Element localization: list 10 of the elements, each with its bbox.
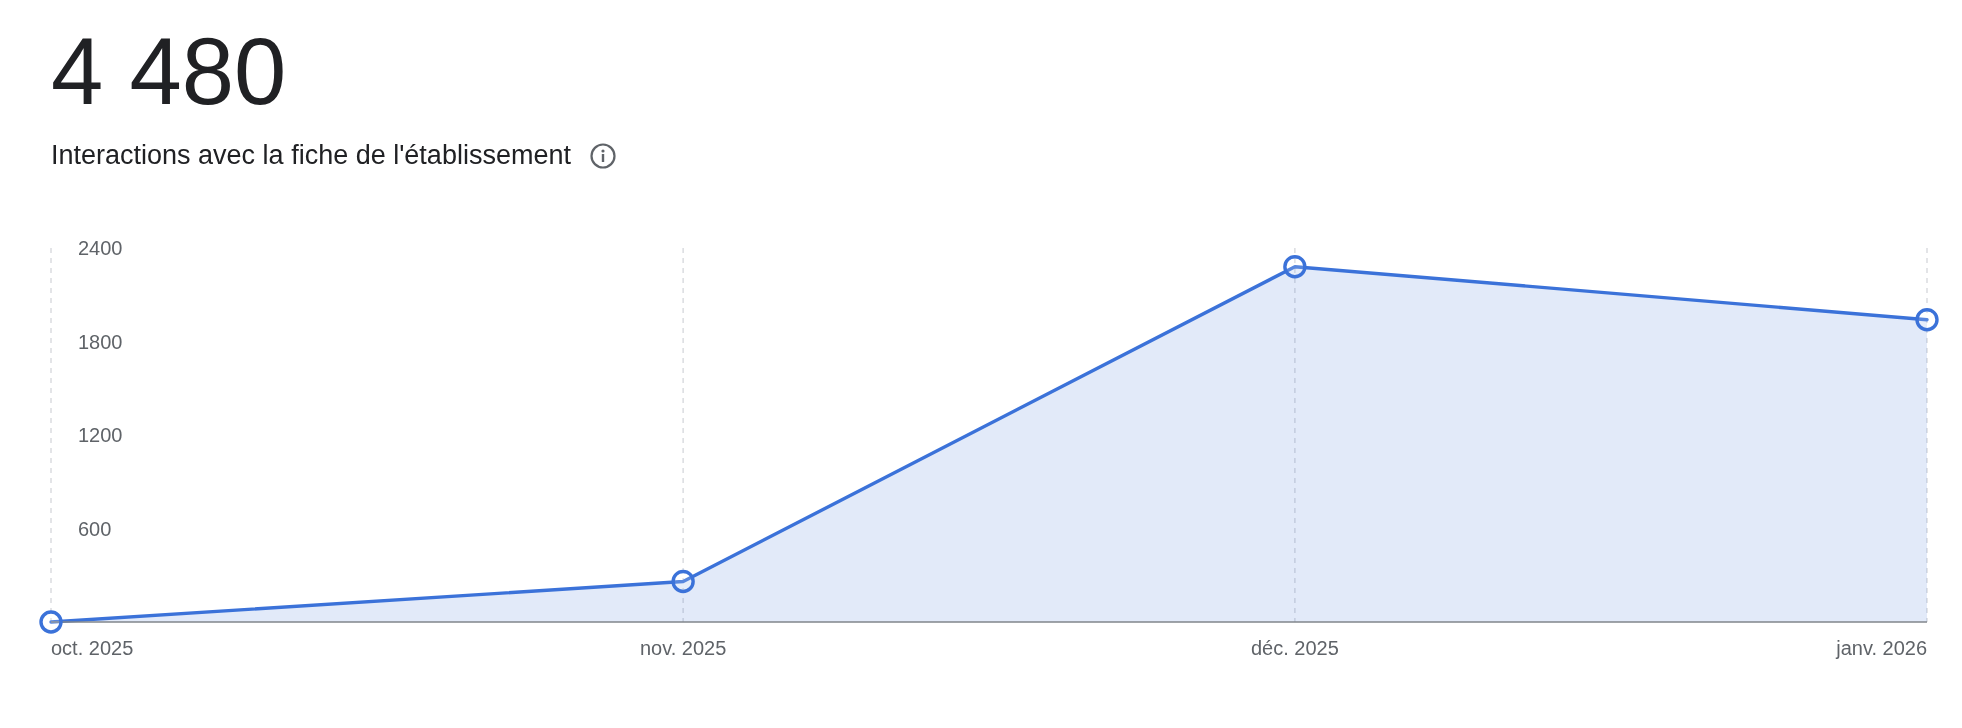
chart-title: 4 480 <box>51 19 287 124</box>
y-tick-label: 1200 <box>78 424 123 447</box>
y-tick-label: 2400 <box>78 237 123 260</box>
y-tick-label: 1800 <box>78 330 123 353</box>
y-tick-label: 600 <box>78 517 112 540</box>
x-tick-label: nov. 2025 <box>639 637 727 659</box>
x-tick-label: déc. 2025 <box>1250 637 1339 659</box>
chart-subtitle: Interactions avec la fiche de l'établissement <box>51 140 571 170</box>
x-tick-label: oct. 2025 <box>51 637 134 659</box>
x-tick-label: janv. 2026 <box>1835 637 1927 659</box>
